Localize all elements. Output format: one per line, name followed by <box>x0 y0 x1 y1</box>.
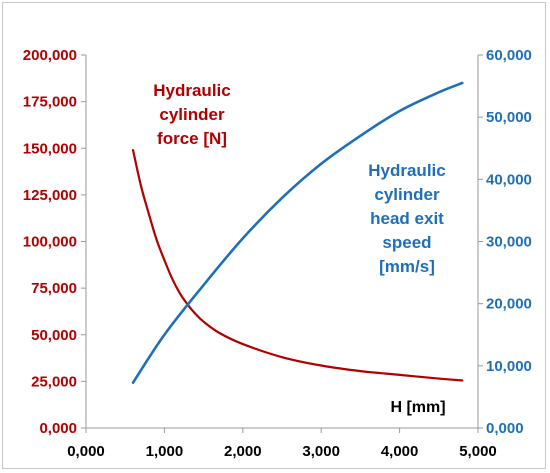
right-tick-label: 60,000 <box>486 47 532 64</box>
series-label-line: [mm/s] <box>379 257 435 276</box>
x-tick-label: 2,000 <box>224 443 262 460</box>
series-label-line: cylinder <box>374 185 440 204</box>
left-tick-label: 125,000 <box>23 187 77 204</box>
right-tick-label: 0,000 <box>486 420 524 437</box>
x-tick-label: 4,000 <box>381 443 419 460</box>
left-tick-label: 75,000 <box>31 280 77 297</box>
left-tick-label: 0,000 <box>39 420 77 437</box>
x-tick-label: 5,000 <box>459 443 497 460</box>
right-tick-label: 30,000 <box>486 234 532 251</box>
left-tick-label: 150,000 <box>23 140 77 157</box>
left-tick-label: 25,000 <box>31 373 77 390</box>
series-layer <box>131 81 464 384</box>
left-tick-label: 175,000 <box>23 94 77 111</box>
series-label-line: Hydraulic <box>368 161 445 180</box>
series-label-line: force [N] <box>157 129 227 148</box>
left-tick-label: 200,000 <box>23 47 77 64</box>
chart-frame <box>2 2 546 469</box>
x-tick-label: 3,000 <box>302 443 340 460</box>
x-axis-label: H [mm] <box>390 399 445 416</box>
axes: 0,000 25,000 50,000 75,000 100,000 125,000 150… <box>23 47 532 460</box>
left-tick-label: 100,000 <box>23 234 77 251</box>
force-series-line <box>131 149 464 382</box>
force-series-label: Hydraulic cylinder force [N] <box>153 81 230 148</box>
left-tick-label: 50,000 <box>31 327 77 344</box>
right-tick-label: 50,000 <box>486 109 532 126</box>
speed-series-line <box>131 81 464 384</box>
speed-series-label: Hydraulic cylinder head exit speed [mm/s] <box>368 161 445 276</box>
series-label-line: Hydraulic <box>153 81 230 100</box>
x-tick-label: 0,000 <box>67 443 105 460</box>
series-labels: Hydraulic cylinder force [N] Hydraulic cyli… <box>153 81 445 416</box>
series-label-line: head exit <box>370 209 444 228</box>
right-tick-label: 10,000 <box>486 358 532 375</box>
right-tick-label: 40,000 <box>486 171 532 188</box>
series-label-line: cylinder <box>159 105 225 124</box>
right-tick-label: 20,000 <box>486 296 532 313</box>
series-label-line: speed <box>382 233 431 252</box>
x-tick-label: 1,000 <box>146 443 184 460</box>
